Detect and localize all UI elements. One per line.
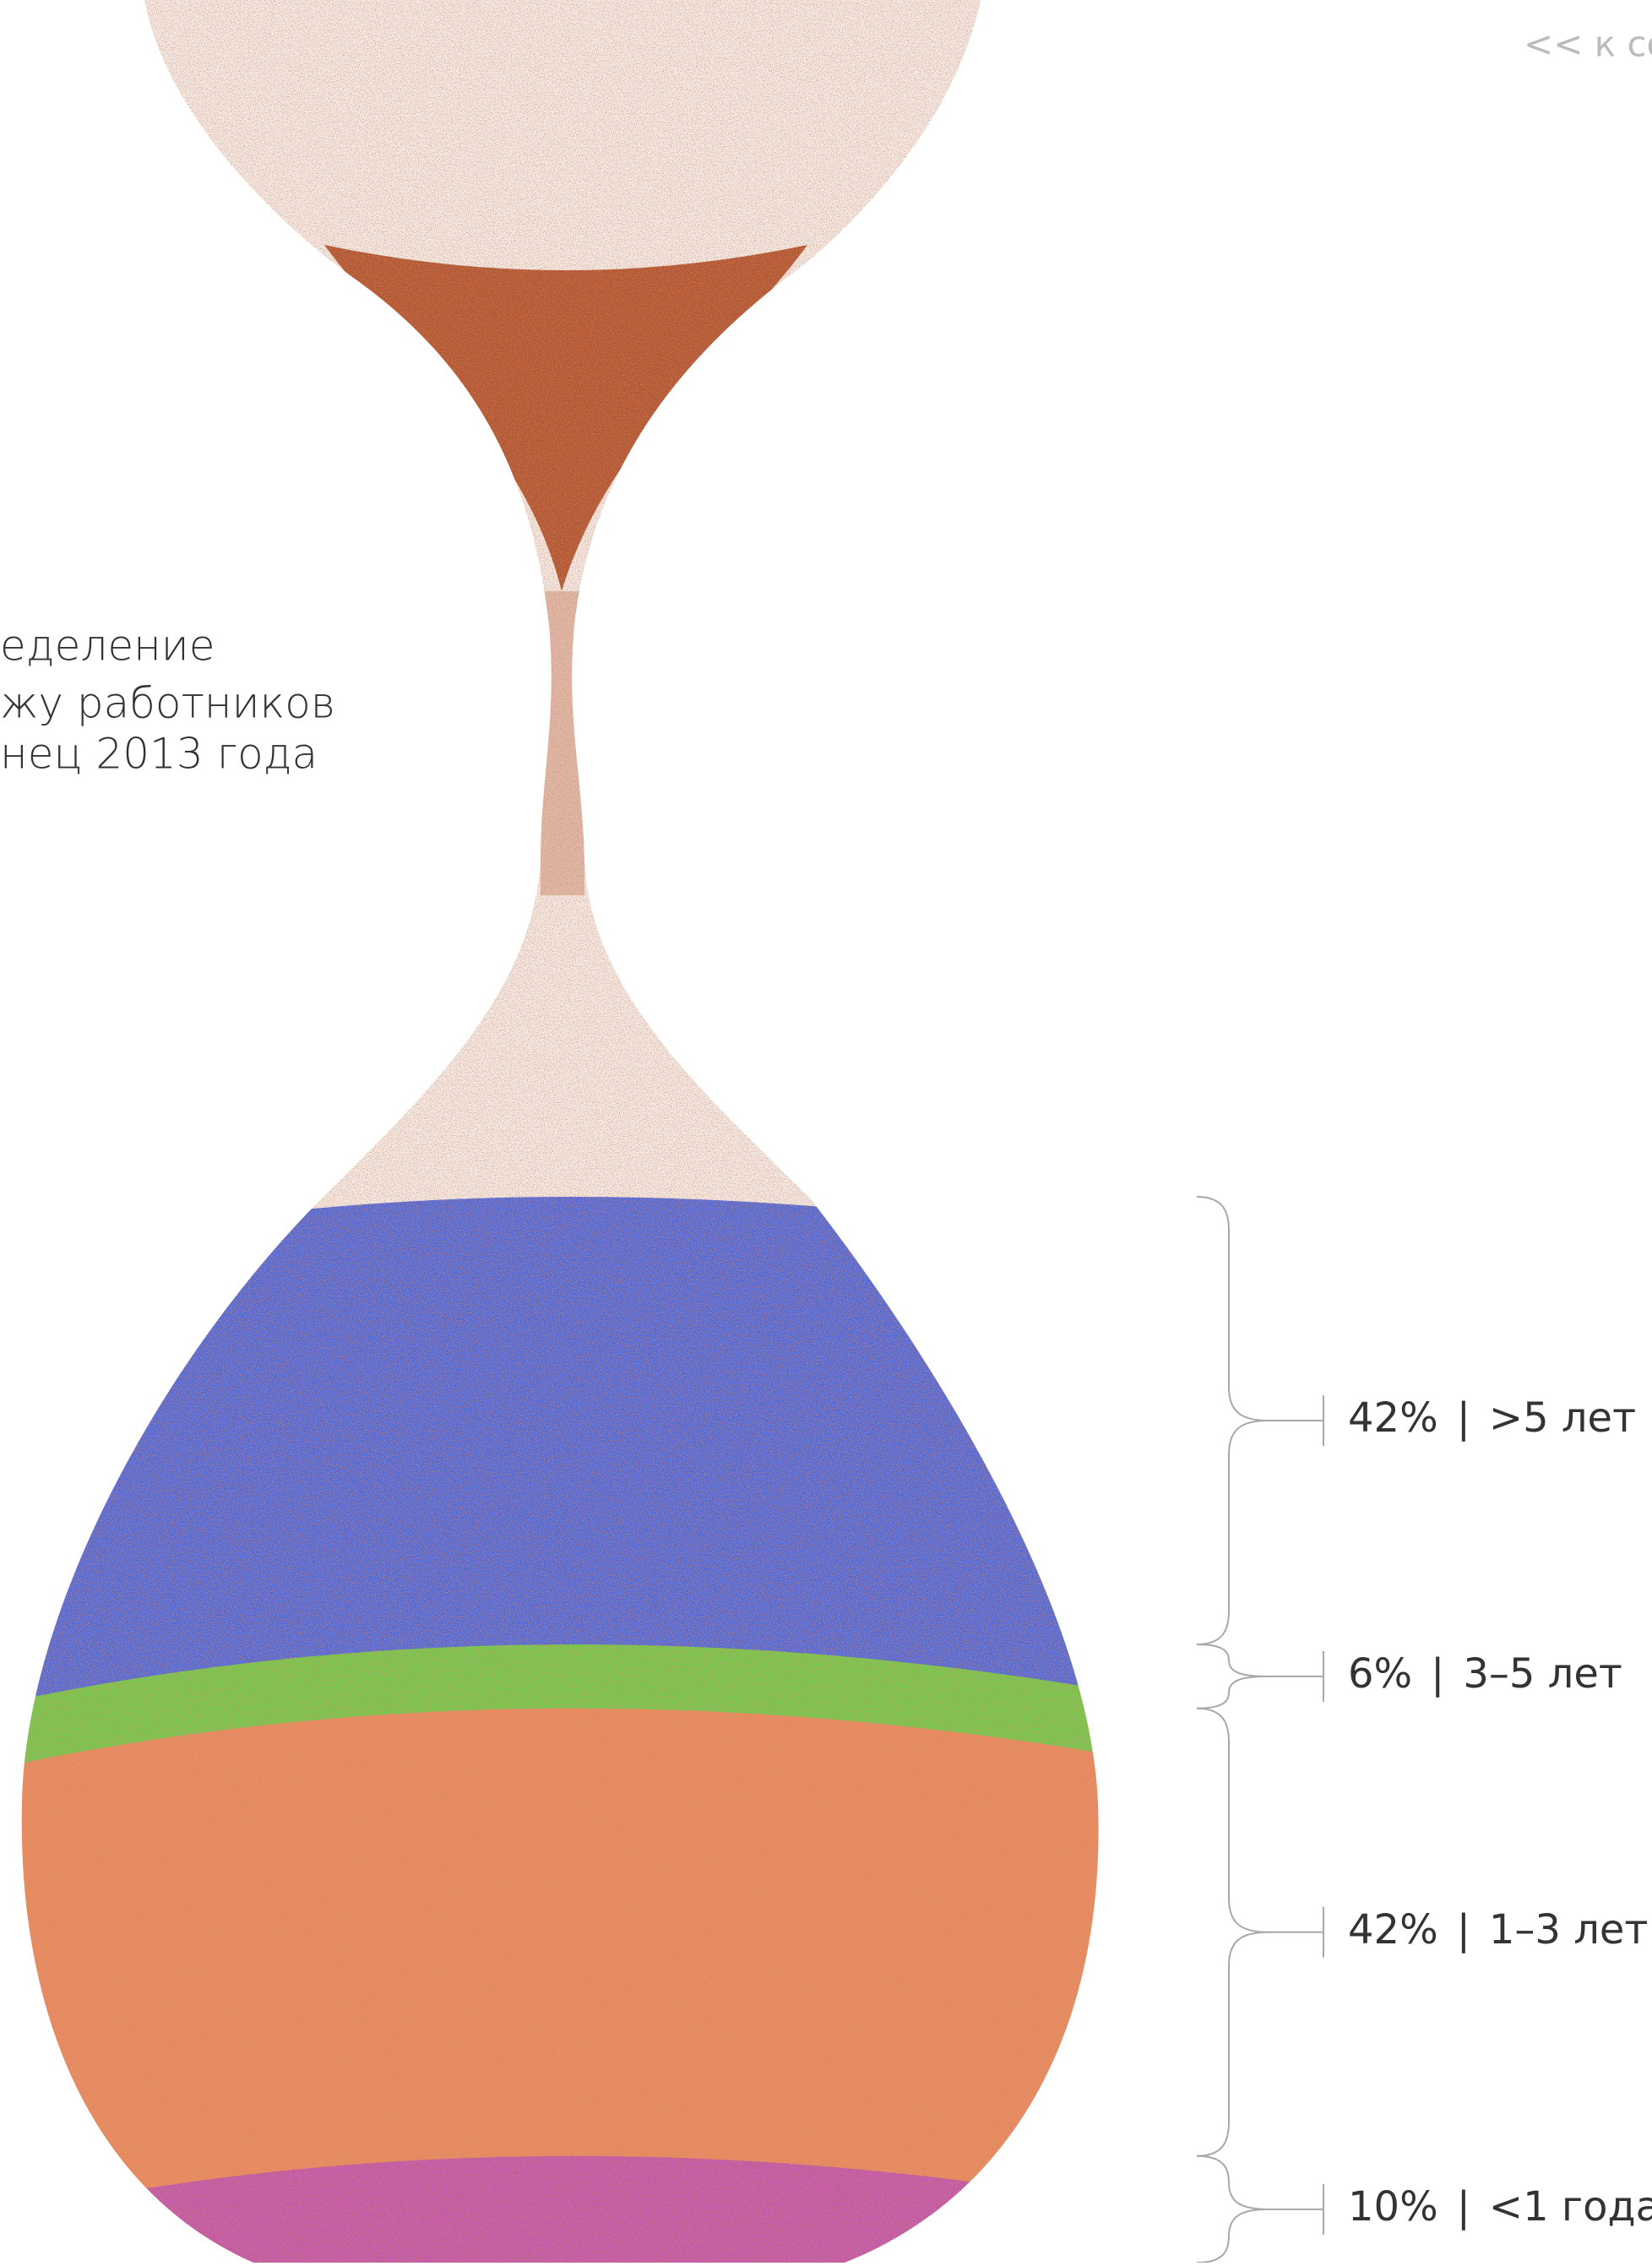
category: <1 года — [1489, 2183, 1652, 2231]
value-label: 6% | 3–5 лет — [1348, 1650, 1622, 1698]
percent: 42% — [1348, 1906, 1438, 1954]
separator: | — [1431, 1650, 1444, 1698]
value-label: 42% | 1–3 лет — [1348, 1906, 1648, 1954]
top-sand — [324, 245, 807, 591]
bracket — [1196, 2155, 1324, 2263]
hourglass — [21, 0, 1099, 2263]
bracket — [1196, 1644, 1324, 1709]
separator: | — [1457, 1394, 1470, 1442]
separator: | — [1457, 2183, 1470, 2231]
layer — [21, 1708, 1099, 2263]
title-line: еделение — [0, 622, 215, 671]
category: >5 лет — [1489, 1394, 1636, 1442]
bracket — [1196, 1196, 1324, 1646]
separator: | — [1457, 1906, 1470, 1954]
category: 1–3 лет — [1489, 1906, 1649, 1954]
title-line: нец 2013 года — [0, 730, 318, 779]
title-line: жу работников — [0, 679, 335, 728]
layer — [21, 2155, 1099, 2263]
category: 3–5 лет — [1463, 1650, 1622, 1698]
value-label: 42% | >5 лет — [1348, 1394, 1636, 1442]
value-label: 10% | <1 года — [1348, 2183, 1652, 2231]
neck-sand — [541, 591, 584, 895]
percent: 42% — [1348, 1394, 1438, 1442]
bracket — [1196, 1707, 1324, 2157]
percent: 6% — [1348, 1650, 1412, 1698]
percent: 10% — [1348, 2183, 1438, 2231]
back-link[interactable]: << к со — [1524, 24, 1652, 65]
